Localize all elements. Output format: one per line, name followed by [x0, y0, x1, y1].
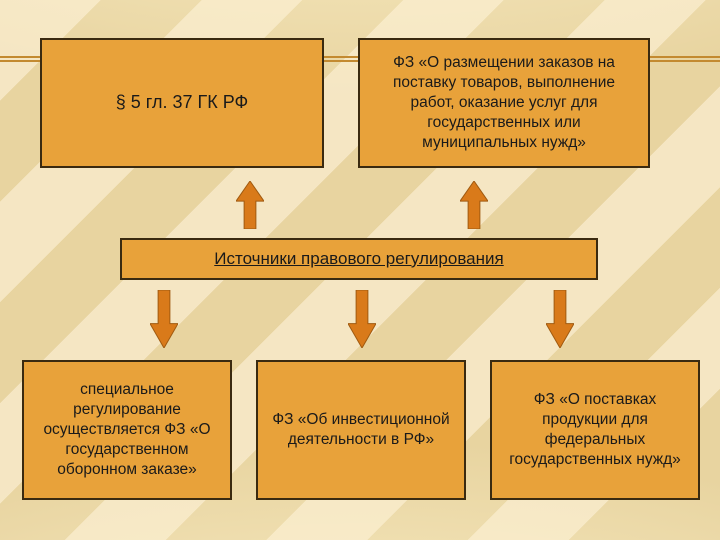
arrow-up-left — [236, 181, 264, 234]
arrow-up-right — [460, 181, 488, 234]
box-top-right-text: ФЗ «О размещении заказов на поставку тов… — [372, 53, 636, 154]
box-bottom-right: ФЗ «О поставках продукции для федеральны… — [490, 360, 700, 500]
box-top-left: § 5 гл. 37 ГК РФ — [40, 38, 324, 168]
box-top-right: ФЗ «О размещении заказов на поставку тов… — [358, 38, 650, 168]
box-bottom-left: специальное регулирование осуществляется… — [22, 360, 232, 500]
box-center-text: Источники правового регулирования — [214, 248, 503, 270]
arrow-down-left — [150, 290, 178, 353]
box-center: Источники правового регулирования — [120, 238, 598, 280]
arrow-down-mid — [348, 290, 376, 353]
box-bottom-left-text: специальное регулирование осуществляется… — [36, 380, 218, 481]
box-bottom-mid-text: ФЗ «Об инвестиционной деятельности в РФ» — [270, 410, 452, 450]
arrow-down-right — [546, 290, 574, 353]
box-bottom-right-text: ФЗ «О поставках продукции для федеральны… — [504, 390, 686, 471]
box-bottom-mid: ФЗ «Об инвестиционной деятельности в РФ» — [256, 360, 466, 500]
box-top-left-text: § 5 гл. 37 ГК РФ — [116, 91, 248, 114]
